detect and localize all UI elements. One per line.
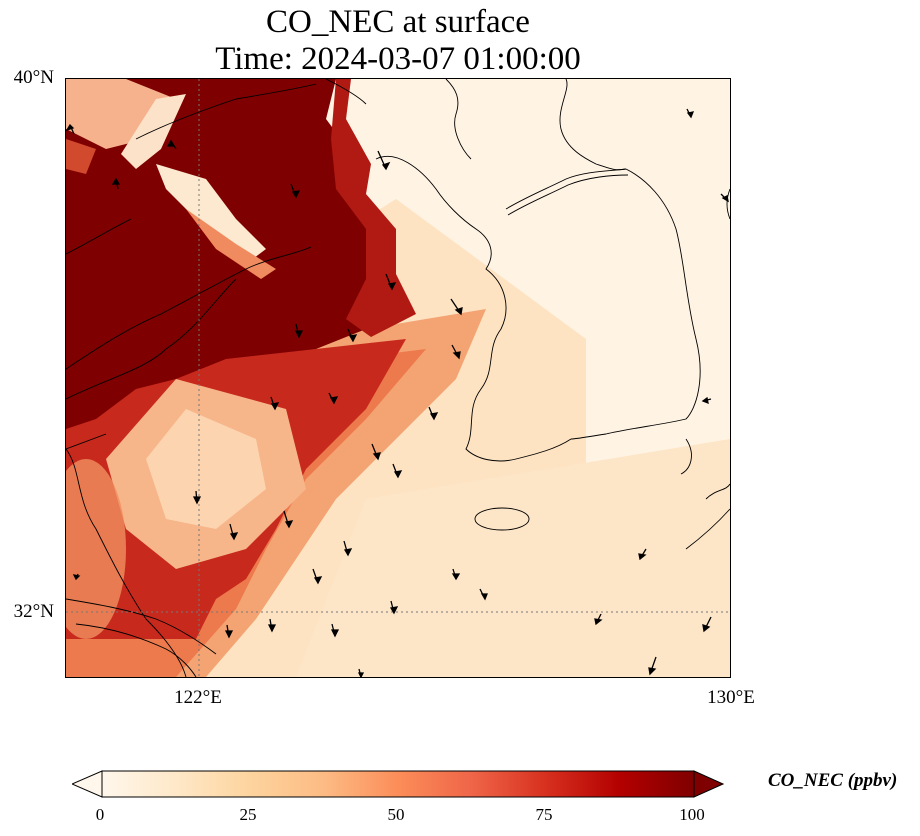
wind-vector	[294, 323, 304, 339]
plume-high-edge	[331, 79, 416, 337]
wind-vector	[111, 177, 121, 190]
west-light-patch	[66, 459, 126, 639]
korea-west-coast	[375, 155, 572, 462]
lon-label-130e: 130°E	[707, 687, 755, 708]
wind-vector	[389, 600, 399, 615]
japan-northwest	[726, 188, 730, 220]
chart-subtitle: Time: 2024-03-07 01:00:00	[215, 41, 581, 77]
coastlines	[66, 79, 730, 677]
wind-vector	[451, 344, 461, 360]
light-streak-2	[121, 94, 186, 169]
china-ne-coast	[325, 79, 472, 160]
map-panel	[65, 78, 731, 678]
colorbar	[72, 770, 724, 798]
wind-vector	[192, 490, 202, 505]
wind-vector	[357, 668, 365, 677]
colorbar-tick-75: 75	[535, 805, 553, 824]
lat-label-32n: 32°N	[13, 601, 54, 622]
wind-vector	[283, 510, 294, 529]
wind-vector	[450, 298, 463, 316]
wind-vector	[166, 139, 177, 150]
low-concentration-band-2	[296, 439, 730, 677]
wind-vector	[270, 396, 280, 411]
wind-vector	[290, 183, 301, 199]
graticule	[66, 79, 730, 677]
wind-vector	[638, 548, 647, 561]
colorbar-extend-high	[693, 770, 724, 798]
lon-label-122e: 122°E	[174, 687, 222, 708]
plume-lightest-core	[146, 409, 266, 529]
wind-vector	[312, 568, 323, 585]
colorbar-label: CO_NEC (ppbv)	[768, 770, 898, 791]
colorbar-tick-50: 50	[387, 805, 405, 824]
wind-vector	[224, 624, 234, 639]
wind-vector	[686, 108, 695, 119]
colorbar-tick-25: 25	[239, 805, 257, 824]
light-streak-5	[66, 139, 96, 174]
colorbar-tick-100: 100	[679, 805, 705, 824]
colorbar-tick-0: 0	[95, 805, 105, 824]
wind-vector	[72, 573, 81, 581]
chart-title: CO_NEC at surface	[266, 4, 530, 40]
wind-vector	[702, 616, 712, 633]
wind-vector	[267, 618, 277, 633]
wind-vector	[385, 273, 397, 291]
korea-northwest	[559, 79, 627, 171]
colorbar-ramp	[101, 770, 695, 798]
tsushima	[680, 438, 692, 475]
korea-east-coast	[570, 168, 701, 440]
wind-vector	[479, 588, 488, 601]
shandong-coast	[66, 278, 237, 400]
yangtze-estuary	[66, 598, 217, 677]
liaodong-coast	[135, 83, 317, 140]
light-streak-3	[156, 164, 266, 264]
jiangsu-coast	[66, 448, 187, 677]
korea-north-border	[505, 168, 627, 210]
china-coast-north	[66, 246, 312, 370]
wind-vector	[371, 443, 381, 461]
wind-vector	[330, 623, 340, 638]
wind-vector	[392, 463, 403, 479]
lat-label-40n: 40°N	[13, 67, 54, 88]
wind-vector	[720, 193, 729, 203]
wind-vector	[347, 328, 358, 343]
wind-vector	[229, 523, 239, 541]
yellow-river-coast	[66, 433, 107, 450]
wind-vector	[594, 613, 603, 626]
wind-vector	[328, 392, 339, 405]
wind-vector	[343, 540, 353, 557]
wind-vectors	[66, 108, 729, 677]
china-west	[66, 218, 132, 255]
kyushu	[685, 483, 730, 550]
wind-vector	[428, 406, 439, 421]
jeju-island	[474, 507, 530, 531]
colorbar-extend-low	[72, 770, 103, 798]
wind-vector	[66, 123, 75, 135]
wind-vector	[648, 656, 657, 676]
korea-north-border-2	[507, 174, 629, 216]
wind-vector	[451, 568, 461, 581]
light-streak-4	[186, 209, 276, 279]
wind-vector	[377, 150, 391, 171]
wind-vector	[701, 396, 712, 405]
